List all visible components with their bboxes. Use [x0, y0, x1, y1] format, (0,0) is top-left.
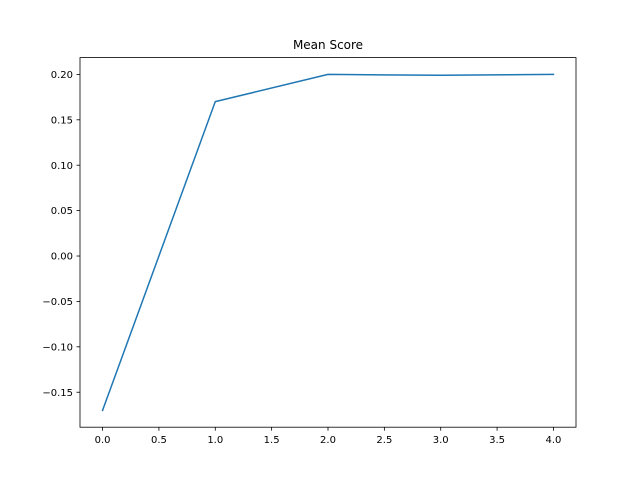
y-axis: −0.15 −0.10 −0.05 0.00 0.05 0.10 0.15 0.20 — [42, 70, 80, 399]
x-tick-label: 0.5 — [151, 435, 167, 446]
series-line-0 — [101, 73, 555, 412]
y-tick-label: 0.00 — [51, 252, 73, 263]
y-tick-label: 0.20 — [51, 70, 73, 81]
x-tick-label: 3.5 — [489, 435, 505, 446]
x-tick-label: 2.5 — [376, 435, 392, 446]
x-tick-label: 3.0 — [433, 435, 449, 446]
y-tick-label: −0.15 — [42, 388, 73, 399]
chart-title: Mean Score — [293, 38, 363, 52]
series-layer — [101, 73, 555, 412]
x-tick-label: 4.0 — [546, 435, 562, 446]
x-axis: 0.0 0.5 1.0 1.5 2.0 2.5 3.0 3.5 4.0 — [95, 427, 562, 446]
x-tick-label: 0.0 — [95, 435, 111, 446]
y-tick-label: 0.15 — [51, 115, 73, 126]
y-tick-label: −0.10 — [42, 342, 73, 353]
y-tick-label: 0.10 — [51, 161, 73, 172]
plot-frame — [79, 57, 577, 428]
x-tick-label: 1.5 — [264, 435, 280, 446]
x-tick-label: 2.0 — [320, 435, 336, 446]
y-tick-label: −0.05 — [42, 297, 73, 308]
y-tick-label: 0.05 — [51, 206, 73, 217]
x-tick-label: 1.0 — [207, 435, 223, 446]
